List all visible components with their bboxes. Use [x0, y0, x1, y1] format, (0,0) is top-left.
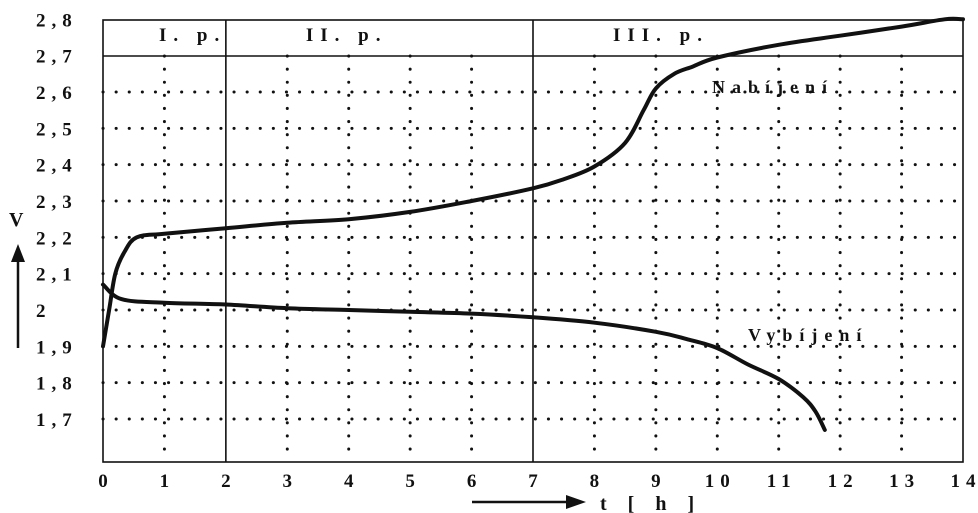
series-label: Vybíjení: [748, 325, 868, 345]
x-tick-label: 0: [98, 471, 114, 492]
series-line-nabijeni: [101, 16, 965, 349]
x-tick-label: 5: [405, 471, 421, 492]
x-tick-label: 13: [889, 471, 920, 492]
x-tick-label: 2: [221, 471, 237, 492]
plot-frame: [102, 19, 964, 463]
y-tick-label: 2,3: [36, 192, 78, 213]
x-tick-label: 10: [705, 471, 736, 492]
x-tick-label: 1: [160, 471, 176, 492]
y-tick-labels: 1,7 1,8 1,9 2 2,1 2,2 2,3 2,4 2,5 2,6 2,7 2,8: [36, 10, 78, 431]
y-tick-label: 2,1: [36, 265, 78, 286]
x-tick-label: 4: [344, 471, 360, 492]
y-axis-arrow-icon: [11, 244, 25, 348]
y-tick-label: 2,4: [36, 156, 78, 177]
x-tick-label: 14: [951, 471, 978, 492]
y-axis-title: V: [9, 209, 31, 231]
x-tick-label: 3: [283, 471, 299, 492]
period-labels: I. p. II. p. III. p.: [159, 25, 709, 46]
x-axis-arrow-icon: [472, 495, 586, 509]
x-tick-label: 9: [651, 471, 667, 492]
y-tick-label: 1,9: [36, 337, 78, 358]
grid-layer: [101, 54, 965, 464]
x-tick-label: 12: [828, 471, 859, 492]
period-label: I. p.: [159, 25, 226, 46]
y-tick-label: 2,5: [36, 119, 78, 140]
x-axis-title: t [ h ]: [600, 493, 702, 513]
series-label: Nabíjení: [712, 77, 834, 97]
x-tick-label: 8: [590, 471, 606, 492]
y-tick-label: 1,8: [36, 374, 78, 395]
x-tick-labels: 0 1 2 3 4 5 6 7 8 9 10 11 12 13 14: [98, 471, 978, 492]
x-tick-label: 11: [767, 471, 797, 492]
y-tick-label: 2,2: [36, 228, 78, 249]
series-line-vybijeni: [101, 282, 827, 432]
period-label: III. p.: [613, 25, 709, 46]
y-tick-label: 2,7: [36, 47, 78, 68]
series-layer: Nabíjení Vybíjení: [101, 16, 965, 432]
y-tick-label: 2,8: [36, 10, 78, 31]
period-label: II. p.: [306, 25, 388, 46]
y-tick-label: 2: [36, 301, 52, 322]
x-tick-label: 6: [467, 471, 483, 492]
y-tick-label: 2,6: [36, 83, 78, 104]
x-tick-label: 7: [528, 471, 544, 492]
y-tick-label: 1,7: [36, 410, 78, 431]
